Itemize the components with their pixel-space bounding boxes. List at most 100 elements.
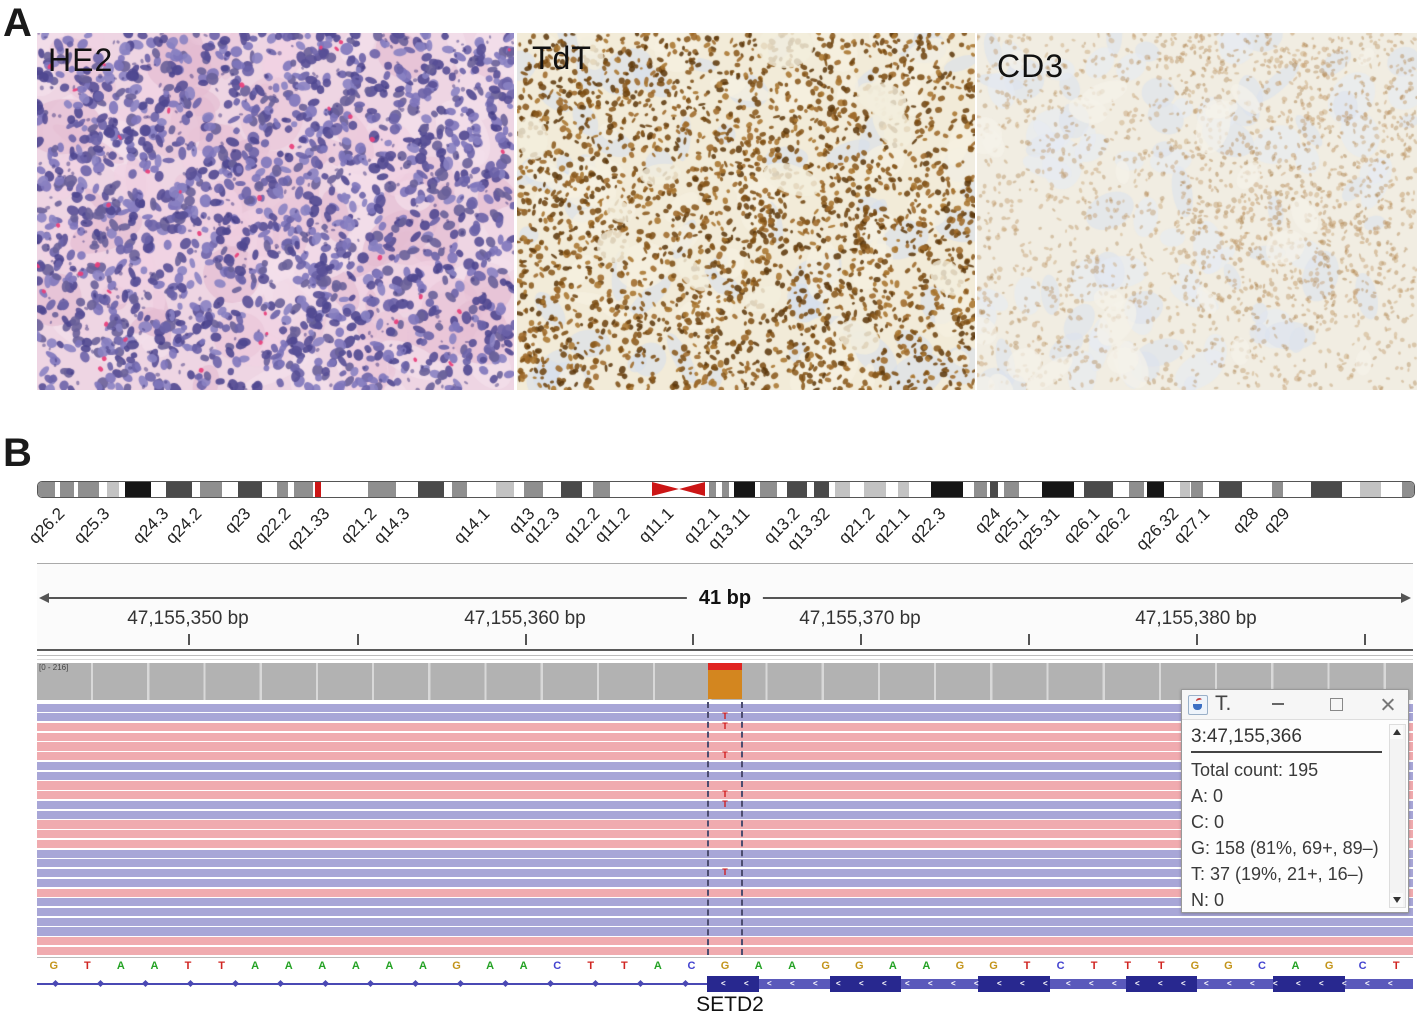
ideogram-band bbox=[523, 482, 543, 497]
read-row bbox=[37, 937, 1413, 946]
sequence-base: A bbox=[1291, 960, 1300, 972]
scroll-down-button[interactable] bbox=[1390, 893, 1403, 907]
read-row bbox=[37, 946, 1413, 956]
sequence-base: G bbox=[1224, 960, 1233, 972]
ideogram-band bbox=[452, 482, 468, 497]
java-app-icon bbox=[1188, 695, 1208, 715]
sequence-base: A bbox=[922, 960, 931, 972]
ruler-tick bbox=[860, 634, 862, 645]
ideogram-band bbox=[1147, 482, 1164, 497]
read-row bbox=[37, 849, 1413, 858]
sequence-base: T bbox=[1023, 960, 1031, 972]
read-row: T bbox=[37, 751, 1413, 761]
ideogram-band bbox=[417, 482, 444, 497]
sequence-base: A bbox=[251, 960, 260, 972]
steam-icon bbox=[1195, 697, 1203, 704]
sequence-base: C bbox=[1056, 960, 1065, 972]
read-row bbox=[37, 732, 1413, 741]
ideogram-band bbox=[314, 482, 321, 497]
ideogram-band bbox=[931, 482, 963, 497]
gene-track[interactable]: < < < < < < < < < < < < < < < < < < < < < < < < < < < < < < bbox=[37, 975, 1413, 993]
panel-a-label: A bbox=[3, 1, 32, 45]
cytoband-label-text: q14.3 bbox=[370, 504, 414, 548]
ruler-tick bbox=[357, 634, 359, 645]
gene-strand-arrow bbox=[276, 979, 285, 988]
ideogram-band bbox=[709, 482, 717, 497]
gene-strand-arrow: < bbox=[721, 979, 726, 988]
gene-strand-arrow: < bbox=[1181, 979, 1186, 988]
sequence-base: T bbox=[218, 960, 225, 972]
gene-strand-arrow: < bbox=[767, 979, 772, 988]
popup-locus: 3:47,155,366 bbox=[1191, 726, 1382, 753]
sequence-base: A bbox=[116, 960, 125, 972]
ruler-tick bbox=[1196, 634, 1198, 645]
gene-strand-arrow: < bbox=[1227, 979, 1232, 988]
cytoband-label-text: q21.1 bbox=[869, 504, 914, 548]
gene-strand-arrow bbox=[366, 979, 375, 988]
read-row bbox=[37, 810, 1413, 819]
coverage-range-label: [0 - 216] bbox=[39, 663, 69, 672]
popup-titlebar[interactable]: T. bbox=[1182, 690, 1408, 720]
read-row bbox=[37, 927, 1413, 936]
chromosome-ideogram[interactable] bbox=[37, 481, 1415, 498]
scroll-up-button[interactable] bbox=[1390, 725, 1403, 739]
cytoband-label-text: q21.2 bbox=[337, 504, 381, 548]
popup-title: T. bbox=[1215, 692, 1232, 715]
gene-exon bbox=[830, 976, 901, 992]
popup-scrollbar[interactable] bbox=[1389, 724, 1406, 908]
ideogram-band bbox=[124, 482, 151, 497]
gene-strand-arrow: < bbox=[928, 979, 933, 988]
gene-exon bbox=[1126, 976, 1197, 992]
gene-strand-arrow: < bbox=[1319, 979, 1324, 988]
ruler-tick bbox=[1028, 634, 1030, 645]
ideogram-band bbox=[786, 482, 808, 497]
read-row bbox=[37, 859, 1413, 868]
gene-strand-arrow: < bbox=[1250, 979, 1255, 988]
sequence-base: G bbox=[49, 960, 59, 972]
he2-image bbox=[37, 33, 514, 390]
ideogram-band bbox=[814, 482, 830, 497]
maximize-button[interactable] bbox=[1328, 697, 1344, 711]
gene-strand-arrow bbox=[636, 979, 645, 988]
tdt-image bbox=[517, 33, 975, 390]
stain-label-tdt: TdT bbox=[532, 40, 592, 76]
ideogram-band bbox=[165, 482, 193, 497]
sequence-base: A bbox=[418, 960, 427, 972]
sequence-base: A bbox=[788, 960, 797, 972]
cytoband-label-text: q25.3 bbox=[70, 504, 114, 548]
locus-ruler[interactable]: 41 bp 47,155,350 bp 47,155,360 bp 47,155… bbox=[37, 563, 1413, 649]
span-arrow-left-icon bbox=[39, 593, 49, 603]
ideogram-band bbox=[560, 482, 582, 497]
cytoband-label-text: q24.2 bbox=[162, 504, 206, 548]
ideogram-band bbox=[990, 482, 999, 497]
span-arrow-right-icon bbox=[1401, 593, 1411, 603]
gene-intron-line bbox=[37, 983, 713, 985]
read-row bbox=[37, 878, 1413, 887]
ideogram-band bbox=[77, 482, 99, 497]
gene-strand-arrow: < bbox=[836, 979, 841, 988]
sequence-base: G bbox=[452, 960, 461, 972]
sequence-base: A bbox=[351, 960, 360, 972]
sequence-base: G bbox=[854, 960, 864, 972]
gene-name-label: SETD2 bbox=[696, 993, 764, 1013]
close-button[interactable] bbox=[1380, 697, 1396, 711]
ideogram-band bbox=[1272, 482, 1284, 497]
read-row bbox=[37, 907, 1413, 917]
gene-strand-arrow: < bbox=[1066, 979, 1071, 988]
cytoband-label-text: q28 bbox=[1229, 504, 1263, 538]
read-row bbox=[37, 781, 1413, 790]
mismatch-base-label: T bbox=[722, 867, 728, 878]
mismatch-base-label: T bbox=[722, 721, 728, 732]
popup-stat-line: T: 37 (19%, 21+, 16–) bbox=[1191, 864, 1364, 884]
ideogram-band bbox=[1180, 482, 1190, 497]
gene-exon bbox=[1273, 976, 1345, 992]
sequence-separator bbox=[37, 957, 1413, 958]
popup-stat-line: G: 158 (81%, 69+, 89–) bbox=[1191, 838, 1379, 858]
read-row: T bbox=[37, 712, 1413, 722]
gene-strand-arrow bbox=[186, 979, 195, 988]
cytoband-label-text: q29 bbox=[1259, 504, 1293, 538]
coordinate-label: 47,155,350 bp bbox=[127, 608, 249, 629]
ideogram-band bbox=[60, 482, 74, 497]
gene-strand-arrow: < bbox=[997, 979, 1002, 988]
minimize-button[interactable] bbox=[1270, 697, 1286, 711]
